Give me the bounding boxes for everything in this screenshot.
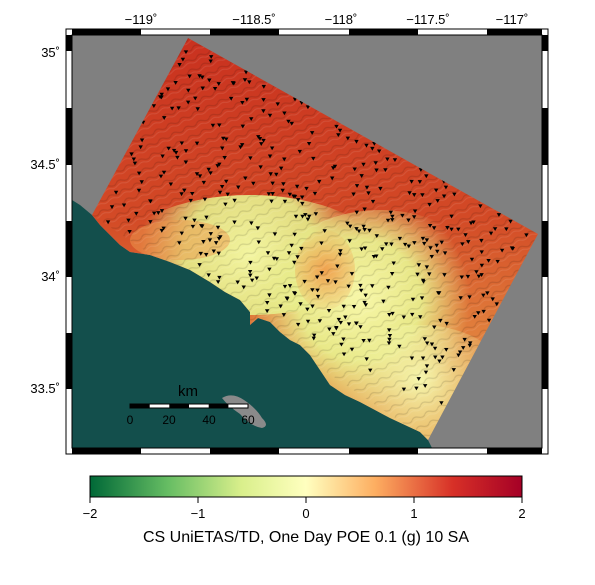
lon-tick-label: −118.5˚ [232,12,276,27]
colorbar: −2 −1 0 1 2 CS UniETAS/TD, One Day POE 0… [83,476,526,546]
lon-tick-label: −117˚ [496,12,529,27]
longitude-tick-labels: −119˚ −118.5˚ −118˚ −117.5˚ −117˚ [125,12,529,27]
lat-tick-label: 34.5˚ [30,157,60,172]
colorbar-title: CS UniETAS/TD, One Day POE 0.1 (g) 10 SA [143,529,469,546]
latitude-tick-labels: 35˚ 34.5˚ 34˚ 33.5˚ [30,45,60,396]
lat-tick-label: 33.5˚ [30,381,60,396]
colorbar-gradient [90,476,522,497]
lat-tick-label: 34˚ [41,269,60,284]
scale-tick-label: 0 [127,413,134,427]
colorbar-tick-label: −1 [191,506,206,521]
scale-tick-label: 60 [241,413,255,427]
lon-tick-label: −117.5˚ [406,12,450,27]
colorbar-tick-label: 2 [518,506,525,521]
lat-tick-label: 35˚ [41,45,60,60]
lon-tick-label: −119˚ [125,12,158,27]
scale-tick-label: 40 [202,413,216,427]
lon-tick-label: −118˚ [325,12,358,27]
colorbar-tick-label: −2 [83,506,98,521]
colorbar-tick-label: 1 [410,506,417,521]
scale-bar-title: km [178,383,198,400]
colorbar-tick-label: 0 [302,506,309,521]
scale-tick-label: 20 [162,413,176,427]
